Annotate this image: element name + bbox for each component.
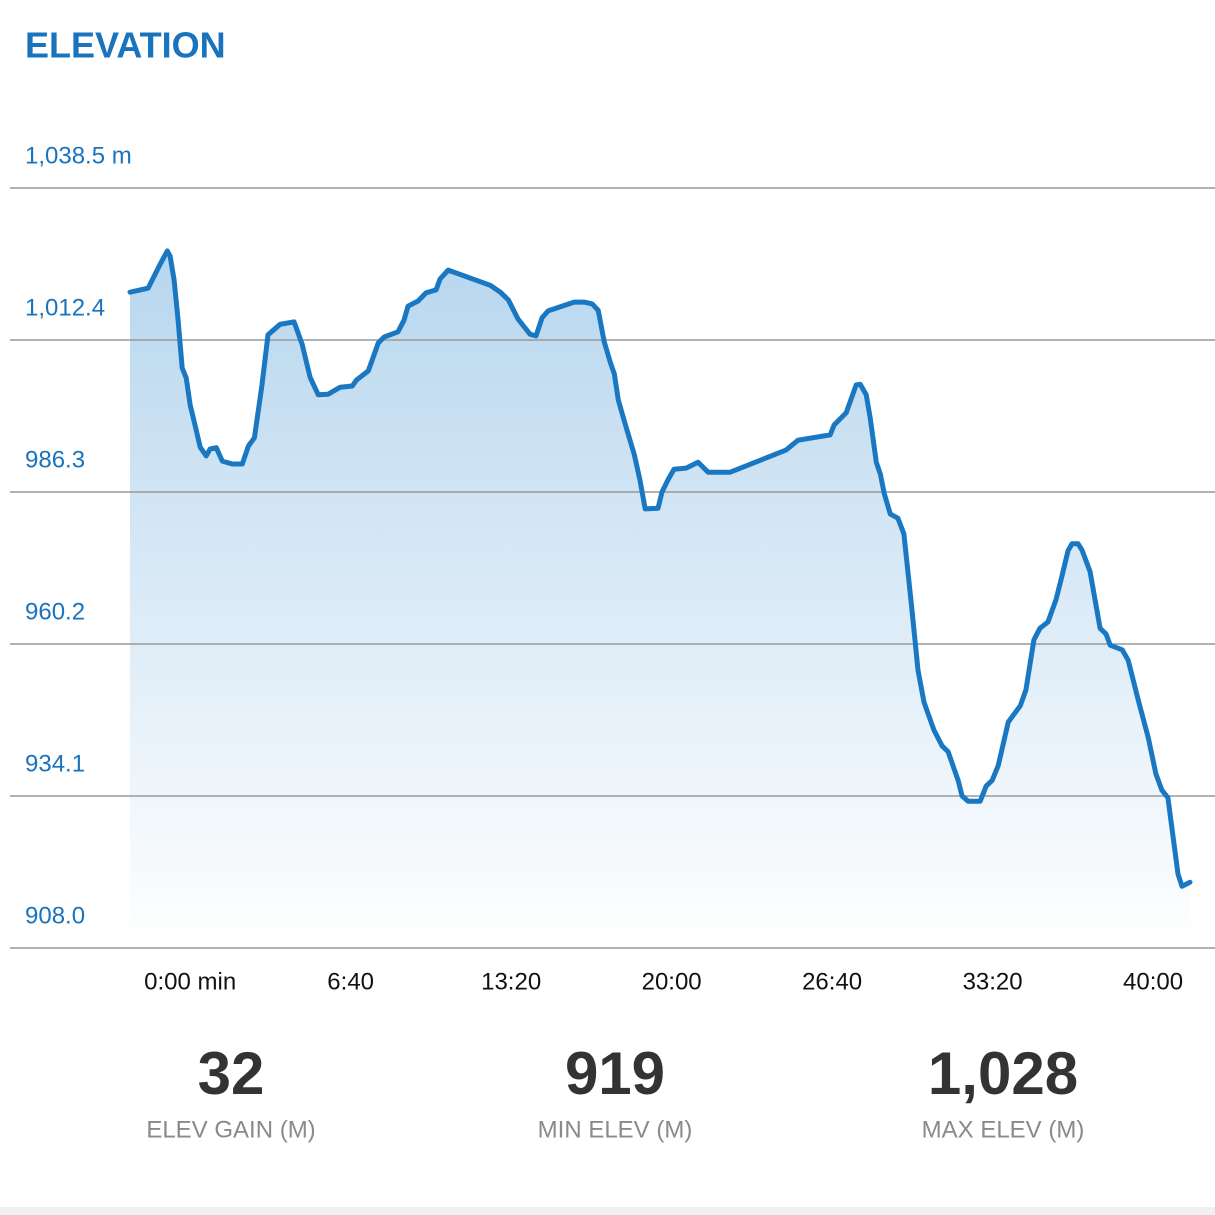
chart-title: ELEVATION xyxy=(25,25,226,66)
x-tick-label: 13:20 xyxy=(481,968,541,995)
bottom-strip xyxy=(0,1207,1215,1215)
y-tick-label: 1,012.4 xyxy=(25,294,105,321)
x-tick-label: 0:00 min xyxy=(144,968,236,995)
elevation-area xyxy=(130,250,1190,948)
x-tick-label: 6:40 xyxy=(327,968,374,995)
x-tick-label: 33:20 xyxy=(963,968,1023,995)
y-tick-label: 908.0 xyxy=(25,902,85,929)
y-tick-label: 934.1 xyxy=(25,750,85,777)
stat-value: 32 xyxy=(198,1040,265,1107)
elevation-line xyxy=(127,248,1193,889)
stat-label: MAX ELEV (M) xyxy=(922,1116,1085,1143)
y-tick-label: 960.2 xyxy=(25,598,85,625)
y-tick-label: 986.3 xyxy=(25,446,85,473)
stat-label: MIN ELEV (M) xyxy=(538,1116,693,1143)
y-tick-label: 1,038.5 m xyxy=(25,142,132,169)
x-tick-label: 40:00 xyxy=(1123,968,1183,995)
x-tick-label: 20:00 xyxy=(642,968,702,995)
stat-value: 1,028 xyxy=(928,1040,1078,1107)
x-tick-label: 26:40 xyxy=(802,968,862,995)
stat-label: ELEV GAIN (M) xyxy=(146,1116,315,1143)
stat-value: 919 xyxy=(565,1040,665,1107)
